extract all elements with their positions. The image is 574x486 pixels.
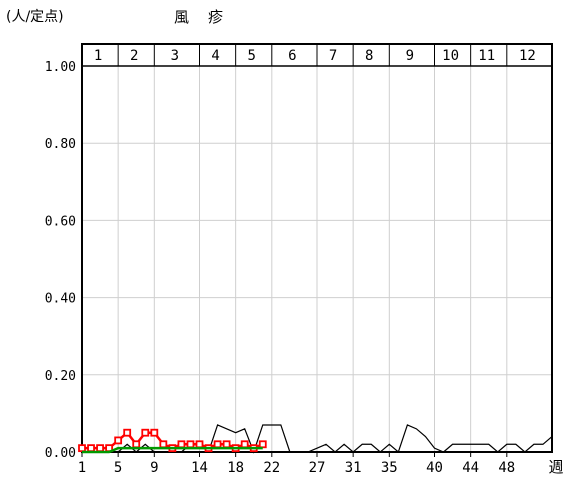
data-point <box>78 444 86 453</box>
month-label: 1 <box>94 48 102 64</box>
month-label: 7 <box>329 48 337 64</box>
y-unit-label: (人/定点) <box>6 9 64 25</box>
data-point <box>186 440 195 449</box>
x-tick-label: 14 <box>191 460 208 476</box>
data-point <box>114 436 123 445</box>
data-point <box>213 440 222 449</box>
y-tick-label: 1.00 <box>45 60 76 75</box>
x-tick-label: 35 <box>381 460 398 476</box>
x-tick-label: 9 <box>150 460 158 476</box>
data-point <box>96 444 104 453</box>
data-point <box>222 440 231 449</box>
x-tick-label: 27 <box>309 460 326 476</box>
series-line <box>82 446 263 454</box>
x-tick-label: 18 <box>227 460 244 476</box>
x-axis-label: 週 <box>548 458 563 476</box>
chart-title: 風 疹 <box>174 8 226 26</box>
month-label: 3 <box>171 48 179 64</box>
x-tick-label: 5 <box>114 460 122 476</box>
month-label: 4 <box>211 48 219 64</box>
y-tick-label: 0.00 <box>45 446 76 461</box>
data-point <box>177 440 186 449</box>
data-point <box>159 440 168 449</box>
series-line <box>82 424 553 454</box>
month-label: 10 <box>442 48 459 64</box>
data-point <box>258 440 267 449</box>
data-point <box>150 428 159 437</box>
x-tick-label: 31 <box>345 460 362 476</box>
x-tick-label: 48 <box>498 460 515 476</box>
x-tick-label: 1 <box>78 460 86 476</box>
month-label: 2 <box>130 48 138 64</box>
y-tick-label: 0.80 <box>45 137 76 152</box>
data-point <box>141 428 150 437</box>
y-tick-label: 0.60 <box>45 214 76 229</box>
month-label: 8 <box>365 48 373 64</box>
month-label: 6 <box>288 48 296 64</box>
data-point <box>87 444 95 453</box>
month-label: 12 <box>519 48 536 64</box>
month-label: 5 <box>248 48 256 64</box>
month-label: 11 <box>478 48 495 64</box>
month-label: 9 <box>406 48 414 64</box>
x-tick-label: 44 <box>462 460 479 476</box>
x-tick-label: 40 <box>426 460 443 476</box>
data-point <box>195 440 204 449</box>
data-point <box>123 428 132 437</box>
x-tick-label: 22 <box>263 460 280 476</box>
data-point <box>240 440 249 449</box>
y-tick-label: 0.20 <box>45 369 76 384</box>
y-tick-label: 0.40 <box>45 292 76 307</box>
data-point <box>132 440 141 449</box>
